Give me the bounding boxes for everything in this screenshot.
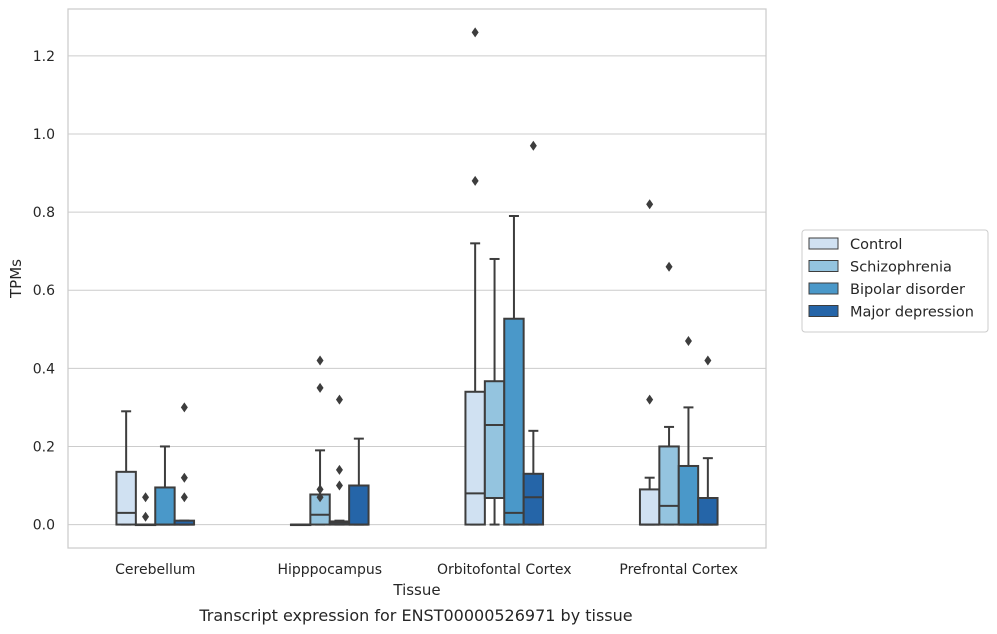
box-body (154, 486, 176, 526)
y-tick-label: 1.0 (33, 127, 55, 143)
box-control (464, 27, 486, 526)
legend-frame (801, 229, 989, 333)
legend-label: Bipolar disorder (850, 282, 965, 298)
outlier-point (684, 335, 692, 346)
outlier-point (646, 199, 654, 210)
outlier-point (335, 394, 343, 405)
outlier-point (471, 27, 479, 38)
box-body (677, 464, 700, 526)
box-bipolar-disorder (154, 445, 176, 526)
box-major-depression (522, 140, 545, 526)
outlier-point (704, 355, 712, 366)
box-schizophrenia (658, 261, 680, 526)
y-tick-label: 1.2 (33, 49, 55, 65)
legend-swatch (808, 282, 839, 295)
outlier-point (529, 140, 537, 151)
legend-label: Control (850, 237, 902, 253)
outlier-point (180, 492, 188, 503)
box-body (348, 484, 370, 526)
box-schizophrenia (134, 492, 157, 527)
box-body (115, 470, 137, 526)
y-tick-label: 0.0 (33, 518, 55, 534)
outlier-point (665, 261, 673, 272)
x-axis-label: Tissue (392, 581, 440, 599)
outlier-point (180, 402, 188, 413)
box-major-depression (697, 355, 719, 526)
plot-frame (67, 8, 767, 549)
y-axis-label: TPMs (7, 259, 25, 299)
box-body (658, 445, 680, 526)
box-body (483, 380, 506, 500)
box-schizophrenia (309, 355, 331, 526)
x-tick-label: Cerebellum (115, 562, 195, 578)
box-major-depression (173, 402, 196, 526)
y-tick-label: 0.4 (33, 361, 55, 377)
outlier-point (142, 511, 150, 522)
legend-swatch (808, 237, 839, 250)
plot-background (68, 9, 766, 548)
box-major-depression (348, 437, 370, 526)
outlier-point (180, 472, 188, 483)
y-tick-label: 0.6 (33, 283, 55, 299)
outlier-point (335, 464, 343, 475)
outlier-point (316, 382, 324, 393)
figure-caption: Transcript expression for ENST0000052697… (199, 606, 633, 625)
x-tick-label: Hipppocampus (277, 562, 382, 578)
outlier-point (316, 355, 324, 366)
outlier-point (471, 175, 479, 186)
box-bipolar-disorder (677, 335, 700, 526)
outlier-point (316, 492, 324, 503)
box-control (115, 410, 137, 526)
outlier-point (646, 394, 654, 405)
box-bipolar-disorder (503, 215, 525, 526)
outlier-point (335, 480, 343, 491)
outlier-point (316, 484, 324, 495)
x-tick-label: Prefrontal Cortex (619, 562, 738, 578)
box-control (638, 199, 661, 526)
box-body (503, 317, 525, 526)
box-body (464, 390, 486, 526)
legend-swatch (808, 260, 839, 272)
y-tick-label: 0.8 (33, 205, 55, 221)
outlier-point (142, 492, 150, 503)
box-body (638, 488, 661, 526)
legend-swatch (808, 305, 839, 317)
legend-label: Major depression (850, 305, 974, 321)
box-body (522, 472, 545, 526)
y-tick-label: 0.2 (33, 439, 55, 455)
box-body (697, 497, 719, 526)
box-control (289, 523, 312, 527)
legend-label: Schizophrenia (850, 260, 952, 276)
x-tick-label: Orbitofontal Cortex (437, 562, 572, 578)
